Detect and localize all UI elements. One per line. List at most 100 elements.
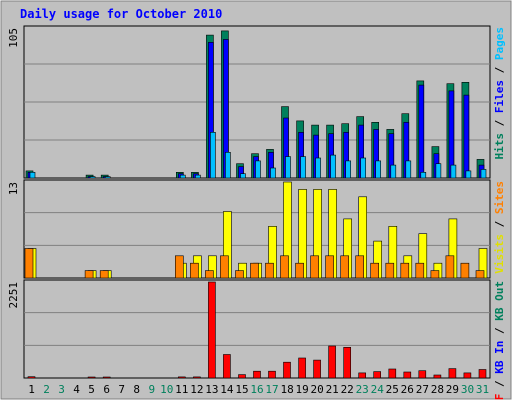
kb_f-bar [343, 346, 352, 379]
chart-title: Daily usage for October 2010 [20, 7, 222, 21]
x-tick-label: 28 [431, 383, 444, 396]
kb_f-bar [433, 374, 442, 379]
kb_f-bar [313, 359, 321, 379]
x-tick-label: 10 [160, 383, 173, 396]
sites-bar [280, 255, 289, 279]
x-tick-label: 31 [476, 383, 489, 396]
sites-bar [265, 262, 274, 279]
plot-area-2 [23, 179, 491, 279]
x-tick-label: 21 [326, 383, 339, 396]
series-label-part: Pages [493, 27, 506, 60]
kb_f-bar [448, 368, 457, 379]
pages-bar [240, 173, 246, 179]
pages-bar [29, 172, 36, 179]
pages-bar [465, 170, 472, 179]
series-label-part: / [493, 374, 506, 394]
kb_f-bar [478, 369, 487, 379]
sites-bar [235, 270, 244, 279]
pages-bar [89, 176, 96, 179]
kb_f-bar [208, 281, 216, 379]
sites-bar [175, 255, 184, 279]
kb_f-bar [283, 361, 291, 379]
sites-bar [250, 262, 259, 279]
series-label-3: KB F / KB In / KB Out [493, 281, 506, 400]
sites-bar [355, 255, 365, 279]
sites-bar [325, 255, 334, 279]
x-tick-label: 12 [190, 383, 203, 396]
x-tick-label: 14 [220, 383, 234, 396]
sites-bar [220, 255, 229, 279]
kb_f-bar [298, 357, 306, 379]
pages-bar [345, 160, 352, 179]
series-label-part: / [493, 321, 506, 341]
kb_f-bar [178, 376, 186, 379]
sites-bar [385, 262, 395, 279]
x-tick-label: 13 [205, 383, 218, 396]
y-max-label-3: 2251 [7, 282, 20, 309]
pages-bar [480, 169, 487, 179]
kb_f-bar [463, 372, 472, 379]
series-label-part: / [493, 60, 506, 80]
sites-bar [24, 248, 34, 279]
kb_f-bar [102, 376, 111, 379]
x-tick-label: 11 [175, 383, 188, 396]
series-label-part: / [493, 113, 506, 133]
x-tick-label: 2 [43, 383, 50, 396]
y-max-label-2: 13 [7, 182, 20, 195]
sites-bar [460, 262, 470, 279]
pages-bar [315, 157, 321, 179]
series-label-part: KB Out [493, 281, 506, 321]
x-tick-label: 1 [28, 383, 35, 396]
pages-bar [225, 152, 231, 179]
sites-bar [400, 262, 410, 279]
pages-bar [360, 157, 367, 179]
x-tick-label: 25 [386, 383, 399, 396]
kb_f-bar [223, 354, 231, 379]
series-label-part: / [493, 214, 506, 234]
files-bar [463, 94, 470, 179]
pages-bar [435, 163, 442, 179]
x-tick-label: 18 [280, 383, 293, 396]
panel-2: 13 Visits / Sites [7, 179, 506, 279]
sites-bar [445, 255, 455, 279]
pages-bar [255, 160, 261, 179]
pages-bar [180, 174, 186, 179]
panel-1: 105 Hits / Files / Pages [7, 25, 506, 179]
series-label-part: KB In [493, 341, 506, 374]
x-tick-label: 22 [341, 383, 354, 396]
x-tick-label: 6 [103, 383, 110, 396]
pages-bar [285, 156, 291, 179]
kb_f-bar [268, 370, 276, 379]
pages-bar [210, 132, 216, 179]
x-tick-label: 24 [371, 383, 385, 396]
series-label-part: Hits [493, 133, 506, 160]
x-tick-label: 4 [73, 383, 80, 396]
kb_f-bar [358, 372, 367, 379]
x-tick-label: 7 [118, 383, 125, 396]
pages-bar [405, 160, 412, 179]
kb_f-bar [238, 374, 246, 379]
pages-bar [300, 156, 306, 179]
sites-bar [475, 270, 485, 279]
kb_f-bar [403, 371, 412, 379]
sites-bar [205, 270, 214, 279]
y-max-label-1: 105 [7, 28, 20, 48]
series-label-part: KB F [493, 394, 506, 400]
series-label-part: Visits [493, 234, 506, 274]
sites-bar [190, 262, 199, 279]
series-label-part: Files [493, 80, 506, 113]
pages-bar [420, 172, 427, 179]
x-tick-label: 29 [446, 383, 459, 396]
sites-bar [310, 255, 319, 279]
x-tick-label: 15 [235, 383, 248, 396]
sites-bar [84, 270, 94, 279]
sites-bar [295, 262, 304, 279]
x-tick-label: 9 [148, 383, 155, 396]
sites-bar [415, 262, 425, 279]
kb_f-bar [253, 370, 261, 379]
kb_f-bar [418, 370, 427, 379]
x-axis-labels: 1 2 3 4 5 6 7 8 9 10 11 12 13 14 15 16 17 18 19 20 21 22 23 24 2… [28, 383, 489, 396]
